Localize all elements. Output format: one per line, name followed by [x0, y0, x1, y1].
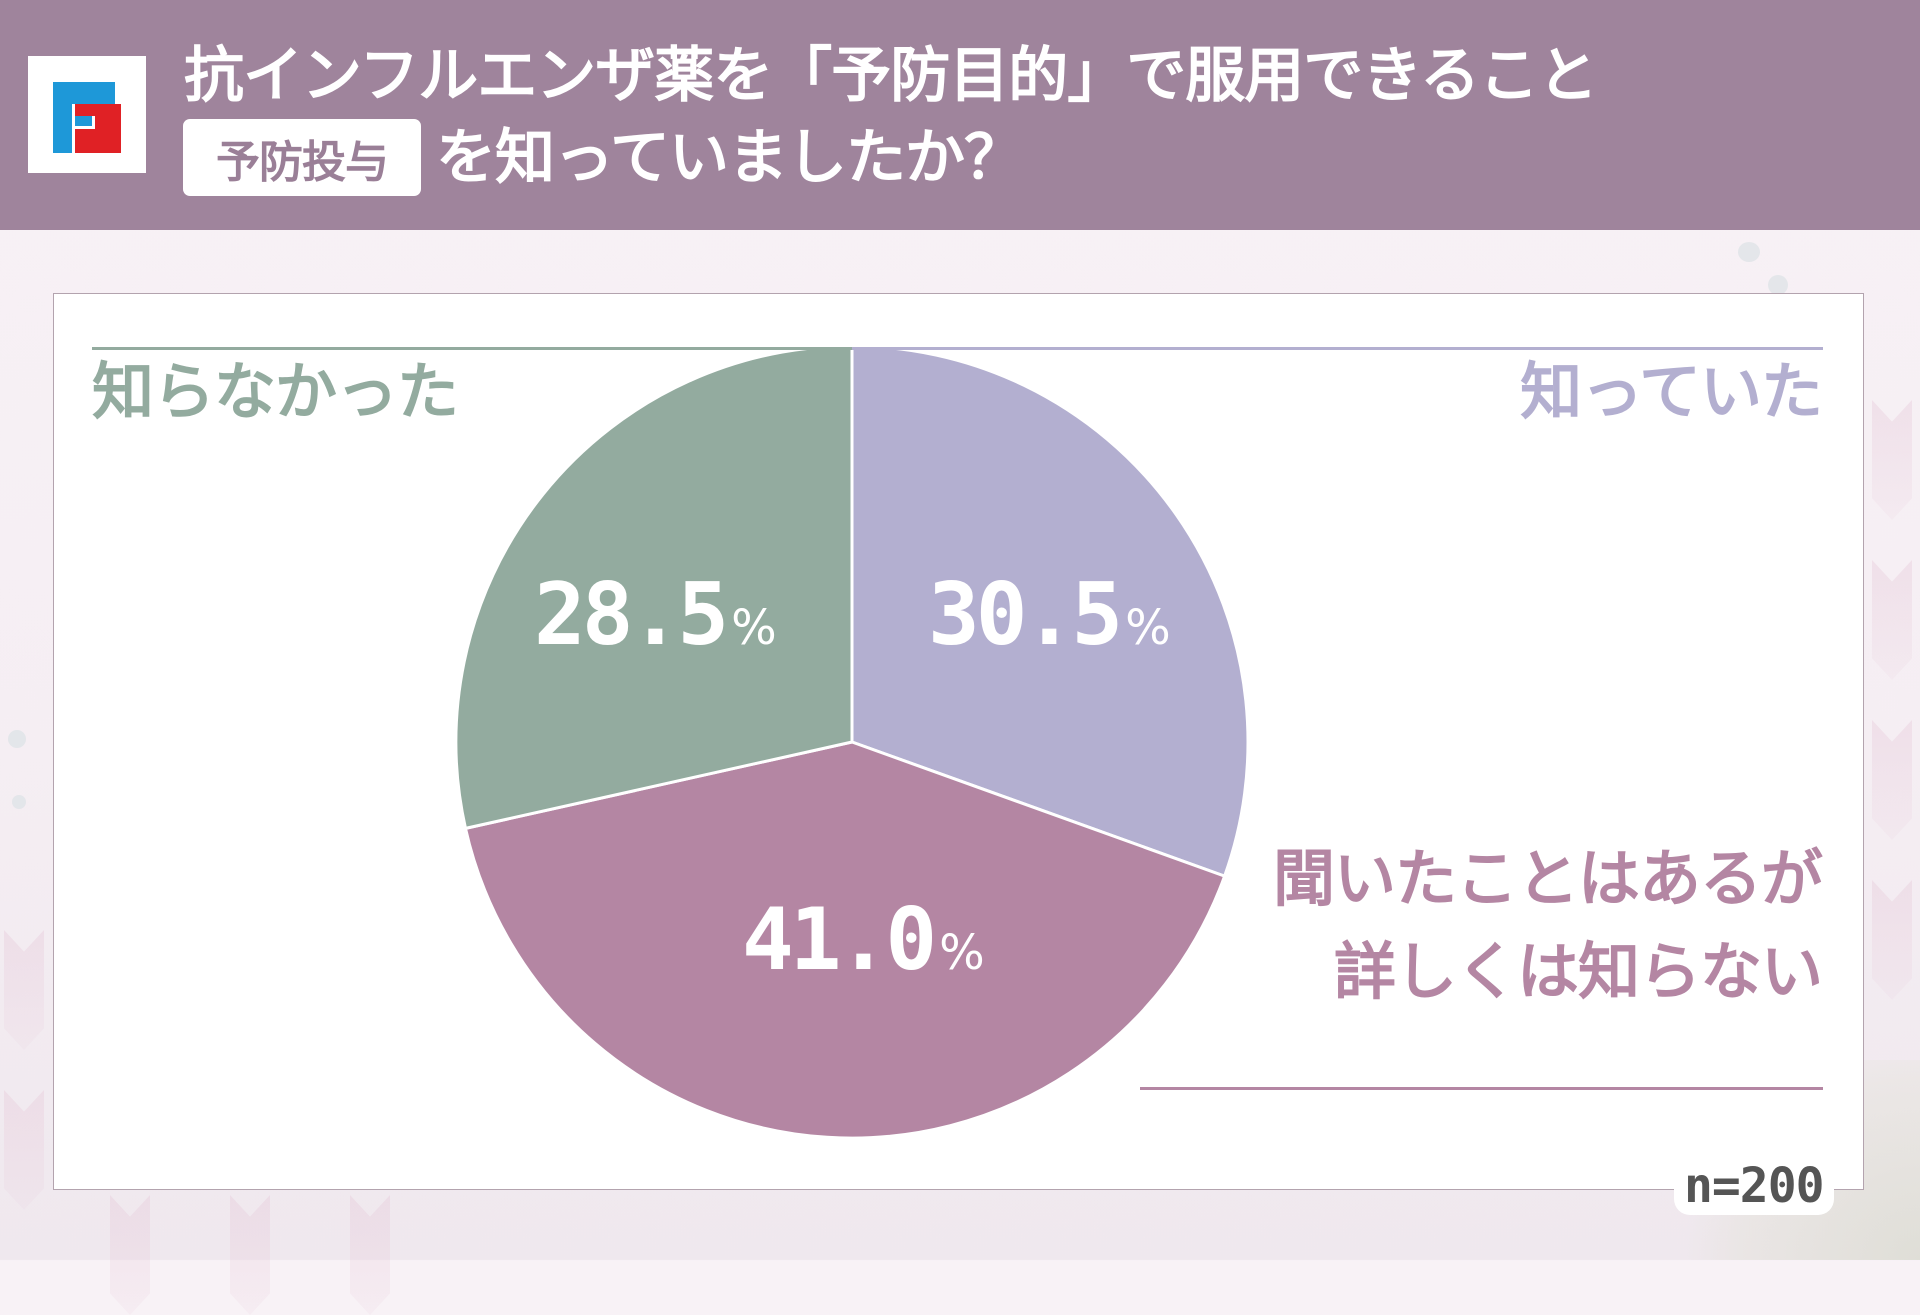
pie-slice-known — [850, 344, 1250, 878]
pct-unknown: 28.5% — [534, 572, 777, 658]
page-title-line2: を知っていましたか？ — [436, 123, 1024, 193]
label-line-unknown — [92, 347, 852, 350]
pct-unit: % — [731, 600, 777, 656]
ff-logo-icon — [28, 56, 146, 173]
header-band: 抗インフルエンザ薬を「予防目的」で服用できること 予防投与 を知っていましたか？ — [0, 0, 1920, 230]
pct-unit: % — [1125, 600, 1171, 656]
pie-slice-heard — [464, 740, 1227, 1140]
keyword-badge: 予防投与 — [183, 119, 421, 196]
sample-size: n=200 — [1674, 1157, 1834, 1215]
pct-heard: 41.0% — [742, 897, 985, 983]
pie-slice-unknown — [454, 344, 854, 830]
label-known: 知っていた — [1520, 355, 1823, 428]
label-unknown: 知らなかった — [92, 355, 459, 428]
pct-unit: % — [939, 925, 985, 981]
logo-blue-bar — [75, 116, 92, 126]
page-title-line1: 抗インフルエンザ薬を「予防目的」で服用できること — [184, 41, 1598, 111]
pct-value: 28.5 — [534, 565, 729, 665]
keyword-badge-text: 予防投与 — [216, 136, 389, 188]
pct-known: 30.5% — [928, 572, 1171, 658]
label-heard-line2: 詳しくは知らない — [1333, 935, 1823, 1008]
pct-value: 30.5 — [928, 565, 1123, 665]
label-line-known — [852, 347, 1823, 350]
label-line-heard — [1140, 1087, 1823, 1090]
pie-slices — [454, 344, 1250, 1140]
label-heard-line1: 聞いたことはあるが — [1272, 842, 1823, 915]
pct-value: 41.0 — [742, 890, 937, 990]
pie-chart — [454, 344, 1250, 1140]
